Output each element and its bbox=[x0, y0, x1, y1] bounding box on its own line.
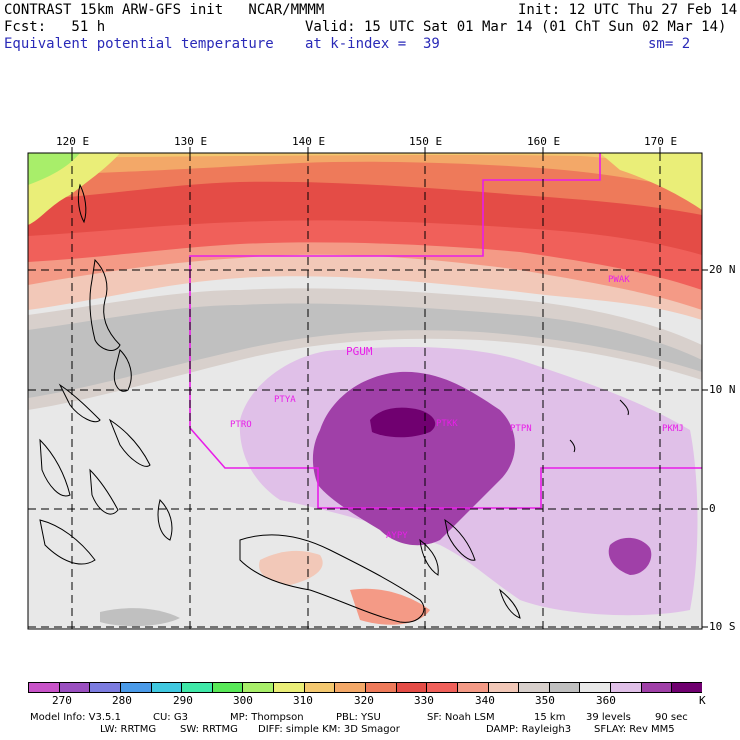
colorbar-swatch bbox=[334, 682, 366, 693]
colorbar-swatch bbox=[579, 682, 611, 693]
colorbar-label-360: 360 bbox=[596, 694, 616, 707]
lat-label-20n: 20 N bbox=[709, 263, 736, 276]
lon-label-160e: 160 E bbox=[527, 135, 561, 148]
model-sflay: SFLAY: Rev MM5 bbox=[594, 724, 675, 735]
colorbar-swatch bbox=[640, 682, 672, 693]
smoothing: sm= 2 bbox=[648, 36, 691, 52]
colorbar-swatch bbox=[242, 682, 274, 693]
model-damp: DAMP: Rayleigh3 bbox=[486, 724, 572, 735]
lat-label-equator: 0 bbox=[709, 502, 716, 515]
colorbar-swatch bbox=[119, 682, 151, 693]
valid-time: Valid: 15 UTC Sat 01 Mar 14 (01 ChT Sun … bbox=[305, 19, 727, 35]
colorbar-swatch bbox=[58, 682, 90, 693]
colorbar-label-320: 320 bbox=[354, 694, 374, 707]
model-sf: SF: Noah LSM bbox=[427, 712, 495, 723]
colorbar-swatch bbox=[487, 682, 519, 693]
lon-label-130e: 130 E bbox=[174, 135, 208, 148]
lon-label-140e: 140 E bbox=[292, 135, 326, 148]
model-sw: SW: RRTMG bbox=[180, 724, 238, 735]
colorbar-swatch bbox=[181, 682, 213, 693]
colorbar-swatch bbox=[518, 682, 550, 693]
station-pgum: PGUM bbox=[346, 345, 373, 358]
colorbar-swatch bbox=[28, 682, 59, 693]
colorbar-swatch bbox=[426, 682, 458, 693]
colorbar-swatch bbox=[150, 682, 182, 693]
colorbar-swatch bbox=[211, 682, 243, 693]
model-resolution: 15 km bbox=[534, 712, 566, 723]
colorbar-label-280: 280 bbox=[112, 694, 132, 707]
header-title: CONTRAST 15km ARW-GFS init NCAR/MMMM bbox=[4, 2, 325, 18]
lat-label-10n: 10 N bbox=[709, 383, 736, 396]
level-index: at k-index = 39 bbox=[305, 36, 440, 52]
model-timestep: 90 sec bbox=[655, 712, 688, 723]
lon-label-170e: 170 E bbox=[644, 135, 678, 148]
lon-label-150e: 150 E bbox=[409, 135, 443, 148]
colorbar-swatch bbox=[89, 682, 121, 693]
colorbar-swatch bbox=[395, 682, 427, 693]
colorbar-label-340: 340 bbox=[475, 694, 495, 707]
colorbar-label-290: 290 bbox=[173, 694, 193, 707]
station-ptro: PTRO bbox=[230, 420, 252, 430]
model-diff: DIFF: simple KM: 3D Smagor bbox=[258, 724, 400, 735]
station-pwak: PWAK bbox=[608, 275, 630, 285]
model-levels: 39 levels bbox=[586, 712, 631, 723]
colorbar-label-310: 310 bbox=[293, 694, 313, 707]
colorbar bbox=[28, 682, 703, 693]
model-version: Model Info: V3.5.1 bbox=[30, 712, 121, 723]
colorbar-swatch bbox=[610, 682, 642, 693]
lon-label-120e: 120 E bbox=[56, 135, 90, 148]
station-ptpn: PTPN bbox=[510, 424, 532, 434]
colorbar-swatch bbox=[456, 682, 488, 693]
station-aypy: AYPY bbox=[386, 531, 408, 541]
lat-label-10s: 10 S bbox=[709, 620, 736, 633]
station-ptkk: PTKK bbox=[436, 419, 458, 429]
station-ptya: PTYA bbox=[274, 395, 296, 405]
model-mp: MP: Thompson bbox=[230, 712, 304, 723]
colorbar-swatch bbox=[303, 682, 335, 693]
colorbar-swatch bbox=[273, 682, 305, 693]
model-pbl: PBL: YSU bbox=[336, 712, 381, 723]
field-name: Equivalent potential temperature bbox=[4, 36, 274, 52]
colorbar-label-270: 270 bbox=[52, 694, 72, 707]
model-cu: CU: G3 bbox=[153, 712, 188, 723]
colorbar-label-350: 350 bbox=[535, 694, 555, 707]
colorbar-swatch bbox=[671, 682, 703, 693]
init-time: Init: 12 UTC Thu 27 Feb 14 bbox=[518, 2, 738, 18]
colorbar-unit: K bbox=[699, 694, 706, 707]
forecast-hour: Fcst: 51 h bbox=[4, 19, 106, 35]
colorbar-swatch bbox=[365, 682, 396, 693]
station-pkmj: PKMJ bbox=[662, 424, 684, 434]
colorbar-label-300: 300 bbox=[233, 694, 253, 707]
colorbar-label-330: 330 bbox=[414, 694, 434, 707]
model-lw: LW: RRTMG bbox=[100, 724, 157, 735]
colorbar-swatch bbox=[548, 682, 580, 693]
